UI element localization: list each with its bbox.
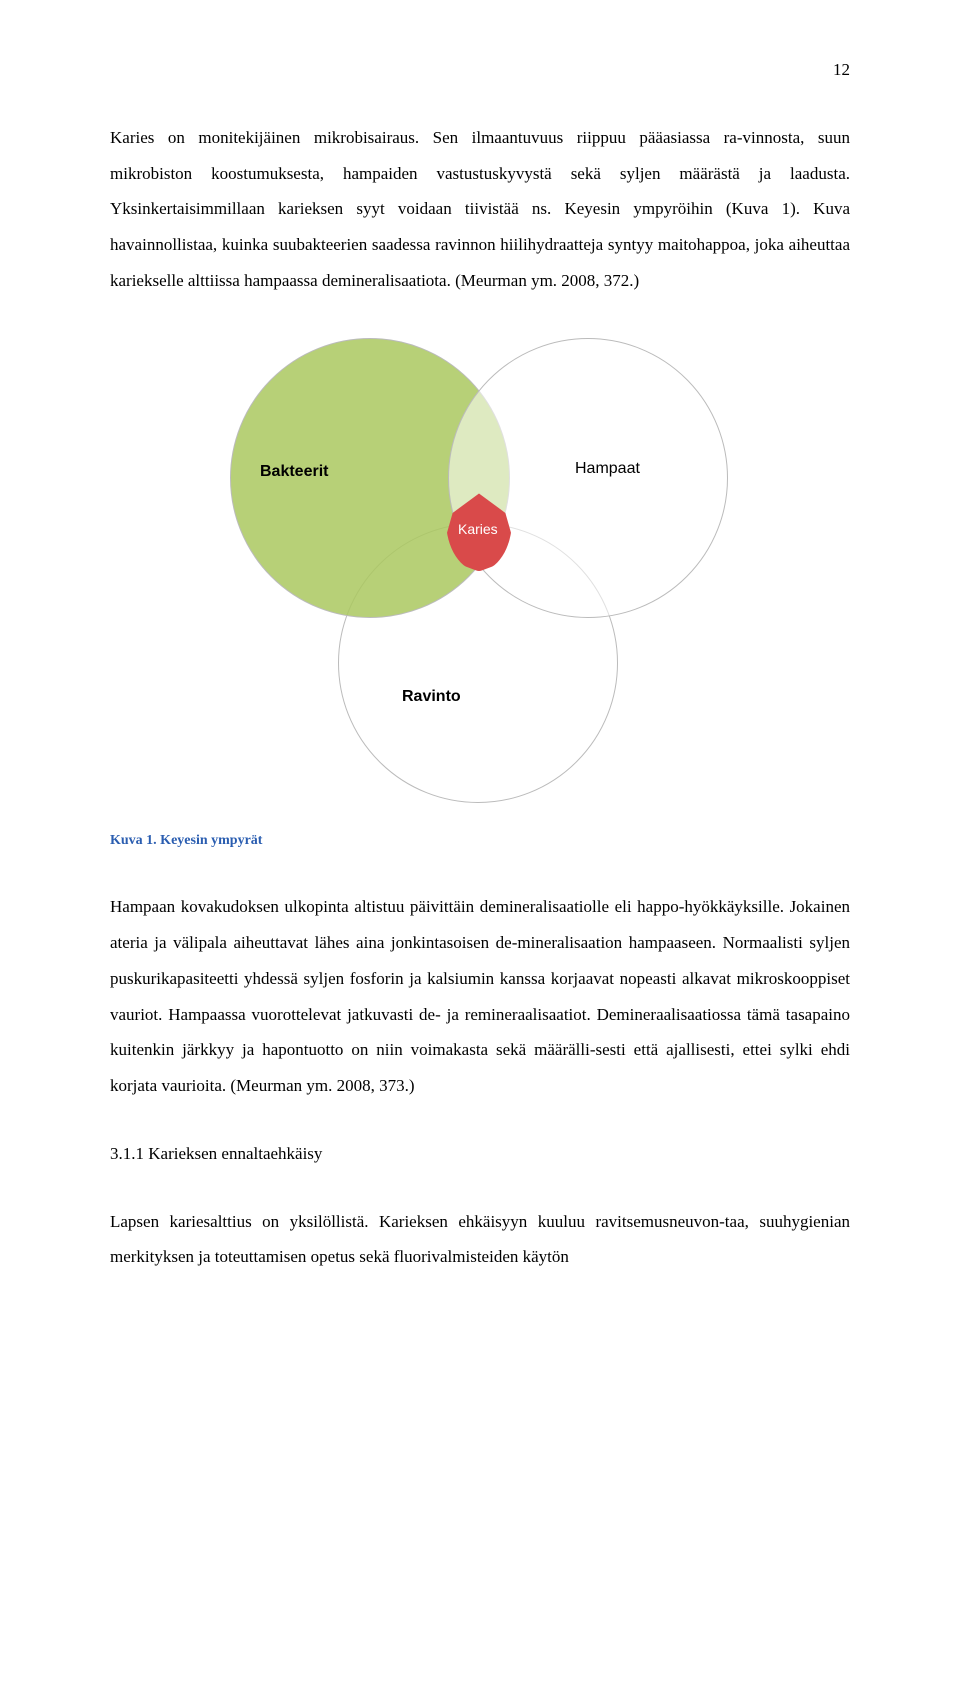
keyes-venn-diagram: Bakteerit Hampaat Karies Ravinto bbox=[200, 328, 760, 808]
paragraph-prevention: Lapsen kariesalttius on yksilöllistä. Ka… bbox=[110, 1204, 850, 1275]
figure-caption: Kuva 1. Keyesin ympyrät bbox=[110, 833, 850, 849]
paragraph-demineralisation: Hampaan kovakudoksen ulkopinta altistuu … bbox=[110, 889, 850, 1103]
venn-label-karies: Karies bbox=[458, 521, 498, 537]
venn-label-ravinto: Ravinto bbox=[402, 688, 461, 706]
page-number: 12 bbox=[110, 60, 850, 80]
venn-label-bakteerit: Bakteerit bbox=[260, 463, 328, 481]
section-heading: 3.1.1 Karieksen ennaltaehkäisy bbox=[110, 1144, 850, 1164]
venn-label-hampaat: Hampaat bbox=[575, 460, 640, 478]
paragraph-intro: Karies on monitekijäinen mikrobisairaus.… bbox=[110, 120, 850, 298]
venn-circle-hampaat bbox=[448, 338, 728, 618]
